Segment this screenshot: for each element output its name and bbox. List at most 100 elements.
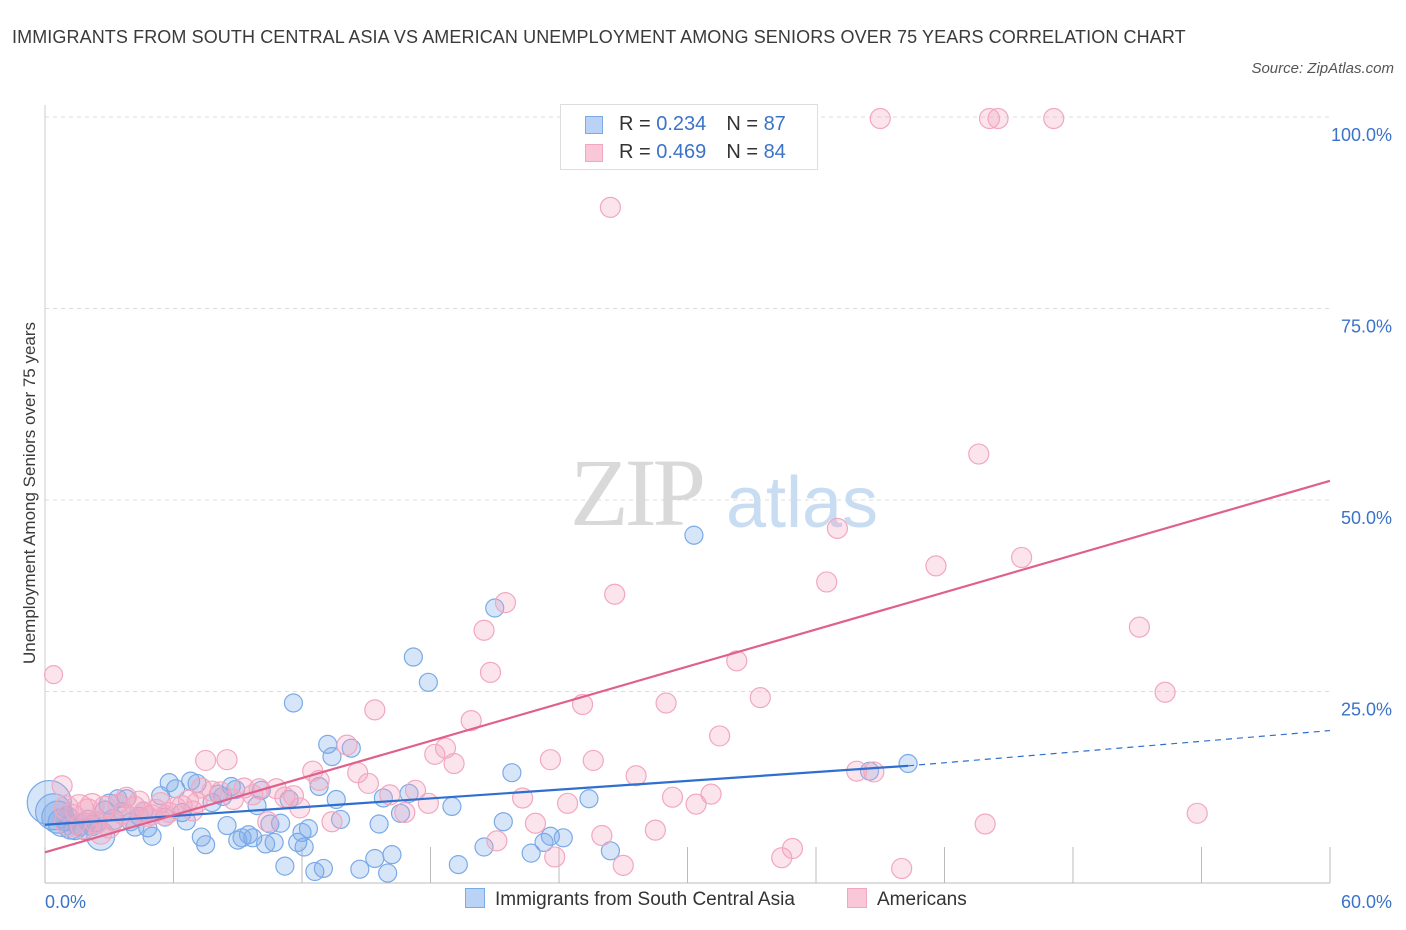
data-point xyxy=(115,786,137,808)
data-point xyxy=(51,775,73,797)
r-value: 0.234 xyxy=(656,113,707,135)
n-label: N = xyxy=(726,113,764,135)
data-point xyxy=(1186,802,1208,824)
data-point xyxy=(925,555,947,577)
data-point xyxy=(357,772,379,795)
data-point xyxy=(898,753,918,774)
data-point xyxy=(350,859,370,879)
r-value: 0.469 xyxy=(656,141,707,163)
x-tick-label: 60.0% xyxy=(1341,892,1392,912)
watermark: ZIP atlas xyxy=(570,439,878,546)
data-point xyxy=(257,811,279,833)
data-point xyxy=(749,687,771,709)
data-point xyxy=(968,443,990,465)
data-point xyxy=(382,845,402,865)
data-point xyxy=(556,792,579,814)
r-label: R = xyxy=(619,141,657,163)
data-point xyxy=(443,752,465,775)
data-point xyxy=(684,525,704,545)
data-point xyxy=(330,809,351,830)
data-point xyxy=(403,647,423,667)
data-point xyxy=(217,815,237,836)
data-point xyxy=(625,765,647,787)
n-value: 84 xyxy=(763,141,786,163)
data-point xyxy=(298,819,319,839)
data-point xyxy=(201,780,223,802)
data-point xyxy=(485,598,505,618)
data-point xyxy=(974,813,996,835)
data-point xyxy=(43,665,64,685)
data-point xyxy=(685,793,707,815)
data-point xyxy=(781,837,804,860)
data-point xyxy=(869,107,891,130)
data-point xyxy=(726,650,748,672)
n-label: N = xyxy=(726,141,764,163)
legend-item-americans[interactable]: Americans xyxy=(847,888,967,916)
data-point xyxy=(816,571,838,593)
legend-label-immigrants: Immigrants from South Central Asia xyxy=(495,889,795,910)
trend-line-immigrants xyxy=(44,764,909,826)
data-point xyxy=(282,785,305,807)
trend-line-extension xyxy=(908,729,1331,767)
data-point xyxy=(582,749,604,772)
data-point xyxy=(275,856,295,876)
data-point xyxy=(493,812,513,832)
tick-labels: 100.0% 75.0% 50.0% 25.0% 0.0% 60.0% xyxy=(45,125,1392,912)
data-point xyxy=(502,763,522,783)
data-point xyxy=(394,801,416,824)
legend-label-americans: Americans xyxy=(877,889,967,910)
data-point xyxy=(53,795,80,821)
y-tick-label: 75.0% xyxy=(1341,317,1392,337)
data-point xyxy=(709,725,731,747)
data-point xyxy=(1128,616,1150,638)
data-point xyxy=(283,693,304,713)
data-point xyxy=(591,824,613,847)
data-point xyxy=(321,811,343,833)
data-point xyxy=(553,828,573,848)
data-point xyxy=(544,846,566,868)
data-point xyxy=(661,786,684,808)
legend-swatch-americans xyxy=(847,888,867,908)
x-tick-label: 0.0% xyxy=(45,892,86,912)
data-point xyxy=(142,826,162,846)
data-point xyxy=(600,841,621,861)
watermark-atlas: atlas xyxy=(726,463,878,543)
data-point xyxy=(655,692,677,714)
data-point xyxy=(417,792,439,814)
data-point xyxy=(863,761,885,783)
gridlines xyxy=(45,116,1330,692)
data-point xyxy=(378,863,398,883)
data-point xyxy=(479,661,502,683)
trend-line-americans xyxy=(44,479,1331,854)
trend-lines xyxy=(44,479,1331,854)
data-point xyxy=(248,778,270,800)
data-point xyxy=(195,749,217,772)
data-point xyxy=(1154,681,1176,703)
data-point xyxy=(474,837,494,857)
legend-item-immigrants[interactable]: Immigrants from South Central Asia xyxy=(465,888,795,916)
data-point xyxy=(448,855,468,875)
data-point xyxy=(364,699,386,721)
data-point xyxy=(771,847,793,869)
data-point xyxy=(524,812,547,834)
y-tick-label: 25.0% xyxy=(1341,700,1392,720)
data-point xyxy=(1010,546,1033,569)
chart-title: IMMIGRANTS FROM SOUTH CENTRAL ASIA VS AM… xyxy=(12,27,1186,47)
immigrants-swatch xyxy=(585,116,603,134)
legend-swatch-immigrants xyxy=(465,888,485,908)
data-point xyxy=(365,848,385,869)
data-point xyxy=(599,196,622,218)
data-point xyxy=(322,747,342,767)
data-point xyxy=(486,830,508,852)
data-point xyxy=(700,783,722,805)
data-point xyxy=(826,517,849,539)
data-point xyxy=(264,832,284,853)
data-point xyxy=(978,107,1001,130)
data-point xyxy=(418,672,438,692)
y-tick-label: 50.0% xyxy=(1341,508,1392,528)
watermark-zip: ZIP xyxy=(570,439,703,546)
data-point xyxy=(294,837,314,857)
y-tick-label: 100.0% xyxy=(1331,125,1392,145)
stats-legend: R = 0.234 N = 87 R = 0.469 N = 84 xyxy=(560,104,818,170)
data-point xyxy=(579,789,599,809)
